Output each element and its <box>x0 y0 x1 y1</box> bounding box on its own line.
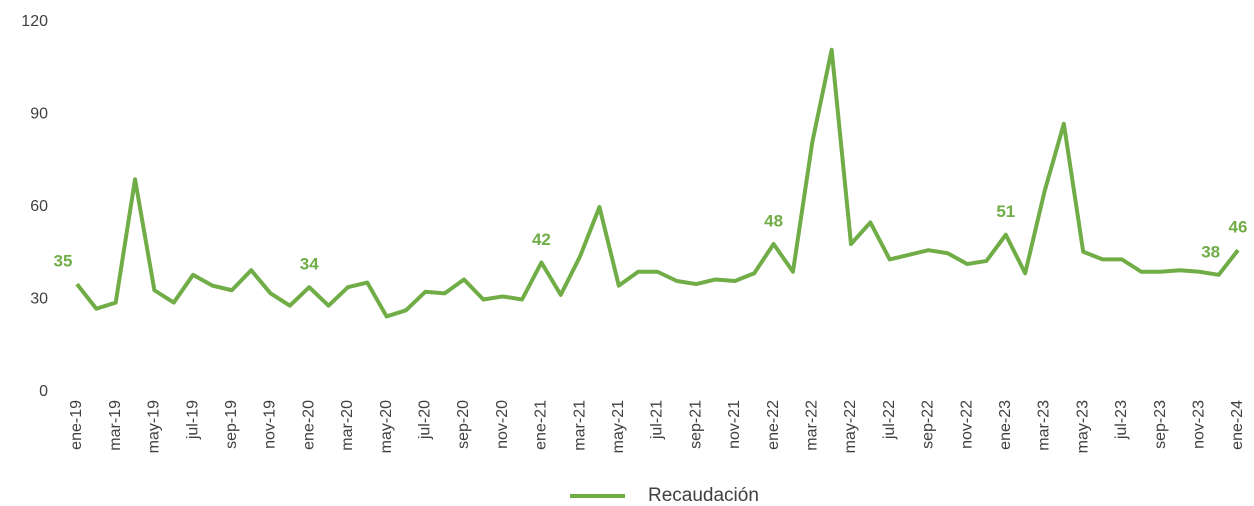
x-tick-label: nov-22 <box>958 400 975 449</box>
x-tick-label: sep-21 <box>687 400 704 449</box>
x-tick-label: may-22 <box>842 400 859 453</box>
x-tick-label: jul-22 <box>881 400 898 440</box>
y-tick-label: 60 <box>30 198 48 215</box>
y-tick-label: 120 <box>21 13 48 30</box>
x-tick-label: mar-22 <box>804 400 821 451</box>
x-tick-label: sep-20 <box>455 400 472 449</box>
x-tick-label: jul-20 <box>417 400 434 440</box>
x-tick-label: mar-20 <box>339 400 356 451</box>
x-tick-label: nov-19 <box>262 400 279 449</box>
x-tick-label: may-21 <box>610 400 627 453</box>
y-tick-label: 90 <box>30 106 48 123</box>
data-label: 42 <box>532 230 551 249</box>
x-tick-label: sep-19 <box>223 400 240 449</box>
data-label: 51 <box>996 202 1015 221</box>
x-tick-label: nov-20 <box>494 400 511 449</box>
y-tick-label: 0 <box>39 383 48 400</box>
x-tick-label: ene-21 <box>533 400 550 450</box>
x-tick-label: ene-19 <box>68 400 85 450</box>
x-tick-label: mar-23 <box>1036 400 1053 451</box>
x-tick-label: ene-23 <box>997 400 1014 450</box>
x-tick-label: may-19 <box>146 400 163 453</box>
x-tick-label: mar-19 <box>107 400 124 451</box>
data-label: 48 <box>764 211 783 230</box>
data-label: 34 <box>300 255 319 274</box>
x-tick-label: may-20 <box>378 400 395 453</box>
x-tick-label: jul-19 <box>184 400 201 440</box>
data-label: 46 <box>1229 218 1248 237</box>
x-tick-label: nov-23 <box>1191 400 1208 449</box>
x-tick-label: ene-20 <box>300 400 317 450</box>
x-tick-label: ene-24 <box>1229 400 1246 450</box>
data-line <box>75 47 1240 319</box>
x-tick-label: nov-21 <box>726 400 743 449</box>
legend-label: Recaudación <box>648 485 759 506</box>
x-tick-label: mar-21 <box>571 400 588 451</box>
x-tick-label: ene-22 <box>765 400 782 450</box>
x-tick-label: sep-23 <box>1152 400 1169 449</box>
x-tick-label: sep-22 <box>920 400 937 449</box>
data-label: 38 <box>1201 242 1220 261</box>
data-label: 35 <box>54 252 73 271</box>
x-tick-label: jul-21 <box>649 400 666 440</box>
x-tick-label: jul-23 <box>1113 400 1130 440</box>
y-tick-label: 30 <box>30 291 48 308</box>
x-tick-label: may-23 <box>1074 400 1091 453</box>
